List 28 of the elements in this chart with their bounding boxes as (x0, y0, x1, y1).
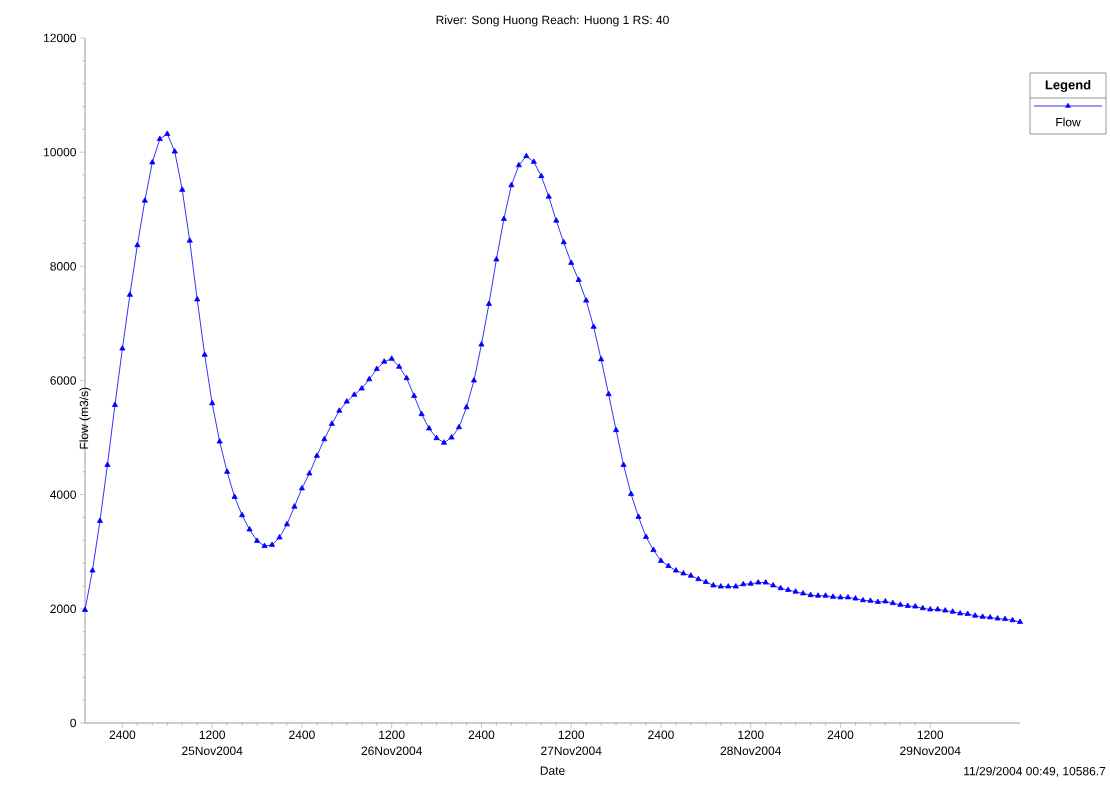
x-tick-label: 2400 (827, 730, 854, 740)
x-tick-label: 2400 (468, 730, 495, 740)
y-tick-label: 0 (70, 718, 77, 728)
y-axis-title: Flow (m3/s) (79, 387, 91, 449)
y-tick-label: 8000 (50, 262, 77, 271)
x-tick-label: 1200 (199, 730, 226, 740)
text: 28Nov2004 (720, 746, 782, 756)
x-axis-title: Date (540, 766, 565, 775)
text: 11/29/2004 00:49, 10586.7 (964, 766, 1106, 777)
x-tick-label: 2400 (109, 730, 136, 740)
legend-label: Flow (1056, 117, 1081, 127)
x-tick-label: 1200 (379, 730, 405, 740)
text: 27Nov2004 (541, 746, 602, 756)
legend-title: Legend (1045, 79, 1091, 93)
y-tick-label: 10000 (44, 147, 77, 157)
chart-title: River: Song Huong Reach: Huong 1 RS: 40 (436, 15, 669, 27)
y-tick-label: 2000 (50, 604, 77, 614)
y-tick-label: 4000 (50, 490, 77, 499)
x-tick-label: 1200 (917, 730, 944, 740)
x-tick-label: 1200 (558, 730, 585, 740)
y-tick-label: 12000 (44, 33, 77, 43)
x-tick-label: 2400 (648, 730, 674, 740)
x-tick-label: 2400 (289, 730, 315, 740)
y-tick-label: 6000 (50, 376, 77, 385)
text: 25Nov2004 (182, 746, 243, 756)
x-tick-label: 1200 (738, 730, 764, 740)
text: 26Nov2004 (361, 746, 423, 756)
text: 29Nov2004 (900, 746, 961, 756)
